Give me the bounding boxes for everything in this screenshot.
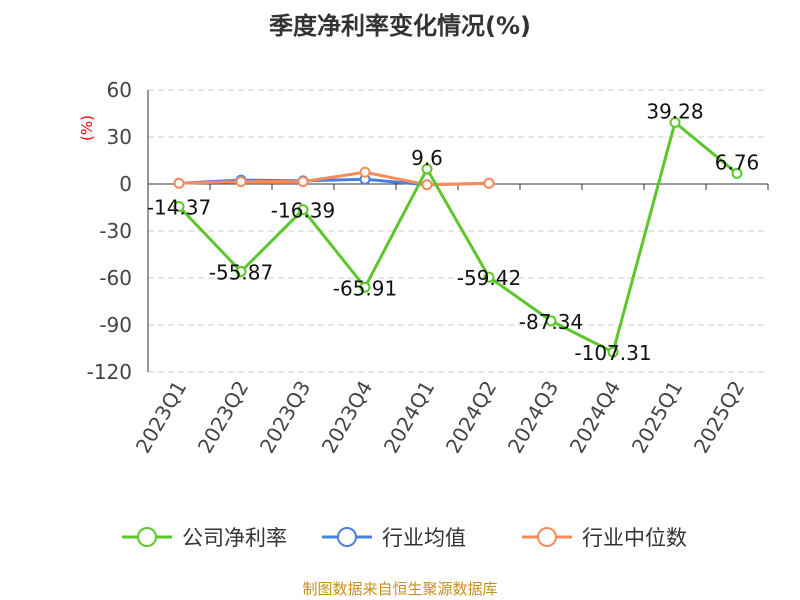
data-label: 39.28 [646,99,703,123]
data-point [235,266,247,278]
series-line-0 [177,119,738,355]
y-tick-label: -60 [99,266,132,290]
chart-title: 季度净利率变化情况(%) [269,12,531,40]
y-tick-label: 60 [107,78,132,102]
data-point [235,176,247,188]
data-point [731,167,743,179]
data-label: -107.31 [574,341,651,365]
data-label: -59.42 [457,266,521,290]
data-point [297,204,309,216]
x-tick-label: 2025Q2 [689,377,749,458]
legend-label: 行业中位数 [582,526,687,550]
x-tick-label: 2024Q2 [441,377,501,458]
legend-marker [537,527,557,547]
legend-marker [137,527,157,547]
legend-marker [337,527,357,547]
data-point [421,179,433,191]
legend-label: 公司净利率 [182,526,287,550]
x-tick-label: 2023Q4 [317,377,377,458]
source-note: 制图数据来自恒生聚源数据库 [302,580,498,598]
data-point [297,176,309,188]
data-label: 6.76 [715,150,760,174]
series-line-2 [178,170,490,187]
data-point [483,271,495,283]
data-point [669,116,681,128]
data-label: -14.37 [147,196,211,220]
data-point [483,177,495,189]
data-label: -55.87 [209,261,273,285]
y-axis-label: (%) [78,115,96,141]
data-label: 9.6 [411,146,443,170]
data-point [607,346,619,358]
data-label: -16.39 [271,199,335,223]
x-tick-label: 2023Q2 [193,377,253,458]
x-tick-label: 2024Q3 [503,377,563,458]
data-point [173,201,185,213]
y-tick-label: 0 [119,172,132,196]
y-tick-label: -30 [99,219,132,243]
x-tick-label: 2025Q1 [627,377,687,458]
y-tick-label: -120 [87,360,132,384]
data-point [173,177,185,189]
data-point [359,166,371,178]
y-tick-label: -90 [99,313,132,337]
data-point [545,315,557,327]
data-point [421,163,433,175]
legend-label: 行业均值 [382,526,466,550]
x-tick-label: 2024Q1 [379,377,439,458]
data-label: -87.34 [519,310,583,334]
data-label: -65.91 [333,276,397,300]
data-point [359,281,371,293]
x-tick-label: 2023Q1 [131,377,191,458]
y-tick-label: 30 [107,125,132,149]
x-tick-label: 2023Q3 [255,377,315,458]
x-tick-label: 2024Q4 [565,377,625,458]
